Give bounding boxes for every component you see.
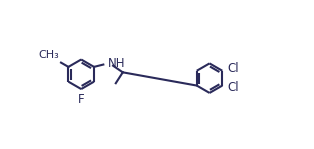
Text: CH₃: CH₃ <box>39 50 59 60</box>
Text: NH: NH <box>108 57 126 70</box>
Text: F: F <box>78 93 84 106</box>
Text: Cl: Cl <box>228 62 239 75</box>
Text: Cl: Cl <box>228 81 239 94</box>
